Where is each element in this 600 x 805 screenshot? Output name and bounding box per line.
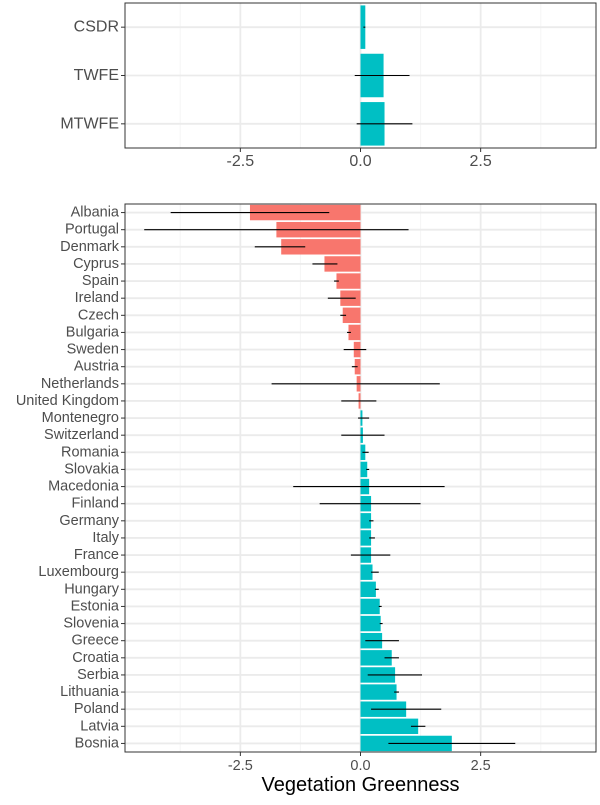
country-label: Czech [78,307,119,323]
country-bar-luxembourg [360,564,373,580]
country-label: Bulgaria [66,324,120,340]
panel-2: AlbaniaPortugalDenmarkCyprusSpainIreland… [16,203,597,796]
country-label: Hungary [64,581,120,597]
country-label: Portugal [65,222,119,238]
country-label: Poland [74,701,119,717]
country-label: Romania [61,444,120,460]
country-bar-slovenia [360,615,381,632]
country-label: Estonia [71,598,120,614]
country-bar-latvia [360,718,419,735]
estimator-label: CSDR [74,19,119,36]
country-label: Spain [82,273,119,289]
x-tick-label: 2.5 [470,153,492,170]
country-label: Cyprus [73,256,119,272]
country-label: Montenegro [42,410,119,426]
country-bar-estonia [360,598,380,615]
country-label: Bosnia [75,735,120,751]
panel-1: CSDR TWFE MTWFE -2.5 0.0 2.5 [60,2,597,170]
x-tick-label: -2.5 [227,153,255,170]
country-label: France [74,547,119,563]
country-bar-germany [360,513,372,529]
country-bar-lithuania [360,684,397,700]
country-bar-slovakia [360,461,368,478]
country-label: Netherlands [41,376,119,392]
country-bar-czech [342,307,361,324]
country-label: Macedonia [48,479,120,495]
country-label: Denmark [60,239,120,255]
estimator-label: TWFE [74,67,119,84]
country-label: Switzerland [44,427,119,443]
country-bar-cyprus [324,256,361,272]
country-label: Albania [71,205,120,221]
estimator-bar-csdr [360,5,366,49]
country-label: Finland [71,496,119,512]
country-label: Serbia [77,667,120,683]
country-label: United Kingdom [16,393,119,409]
country-bar-bulgaria [348,324,361,341]
x-tick-label: 0.0 [350,758,370,774]
estimator-label: MTWFE [60,115,119,132]
country-label: Italy [92,530,119,546]
x-axis-title: Vegetation Greenness [262,774,460,796]
country-bar-croatia [360,650,392,666]
x-tick-label: -2.5 [228,758,253,774]
country-label: Sweden [67,342,119,358]
x-tick-label: 0.0 [349,153,371,170]
x-tick-label: 2.5 [471,758,491,774]
country-bar-denmark [281,239,361,255]
country-label: Croatia [72,650,120,666]
country-label: Latvia [80,718,120,734]
country-label: Ireland [75,290,119,306]
country-label: Greece [71,633,119,649]
country-bar-hungary [360,581,376,598]
country-label: Slovenia [63,616,120,632]
country-bar-italy [360,530,372,546]
country-label: Germany [59,513,119,529]
country-bar-spain [336,273,361,289]
country-label: Lithuania [60,684,120,700]
country-label: Austria [74,359,120,375]
country-label: Luxembourg [38,564,119,580]
country-label: Slovakia [64,461,120,477]
